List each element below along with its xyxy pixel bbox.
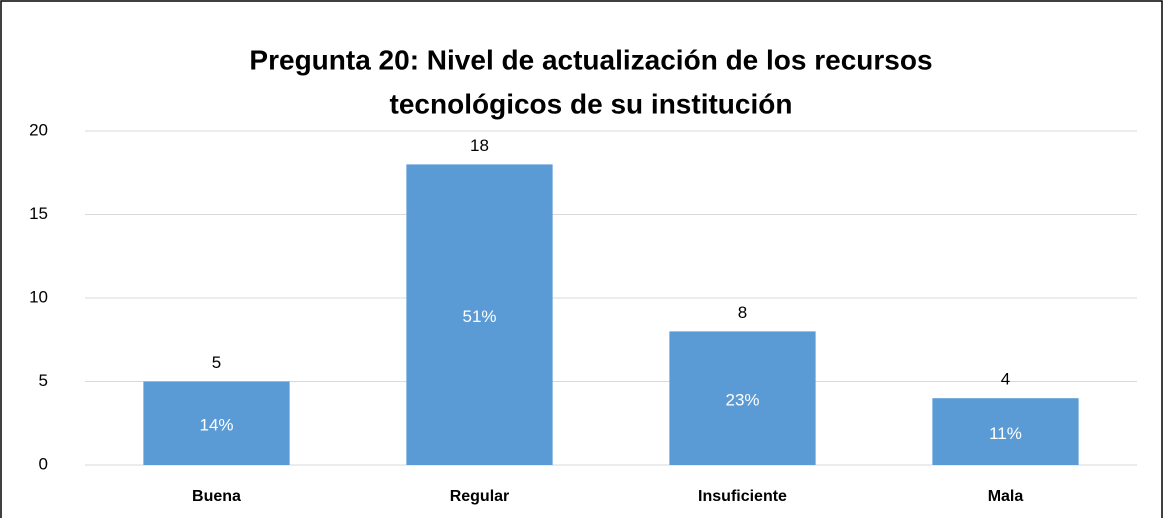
- value-label: 4: [1001, 370, 1010, 389]
- y-tick-label: 15: [29, 204, 48, 223]
- percent-label: 51%: [462, 307, 496, 326]
- bar: [932, 398, 1079, 465]
- x-tick-label: Buena: [192, 488, 241, 505]
- y-tick-label: 0: [39, 454, 48, 473]
- value-label: 18: [470, 136, 489, 155]
- y-tick-label: 10: [29, 287, 48, 306]
- y-tick-label: 5: [39, 371, 48, 390]
- y-tick-label: 20: [29, 120, 48, 139]
- bar: [406, 164, 553, 465]
- percent-label: 23%: [725, 391, 759, 410]
- x-tick-label: Insuficiente: [698, 488, 787, 505]
- value-label: 8: [738, 303, 747, 322]
- x-tick-label: Mala: [988, 488, 1024, 505]
- bar: [669, 331, 816, 465]
- chart-title: tecnológicos de su institución: [390, 88, 793, 119]
- x-tick-label: Regular: [450, 488, 510, 505]
- value-label: 5: [212, 353, 221, 372]
- percent-label: 11%: [989, 424, 1022, 443]
- percent-label: 14%: [199, 416, 233, 435]
- chart-title: Pregunta 20: Nivel de actualización de l…: [249, 44, 932, 75]
- bar: [143, 381, 290, 465]
